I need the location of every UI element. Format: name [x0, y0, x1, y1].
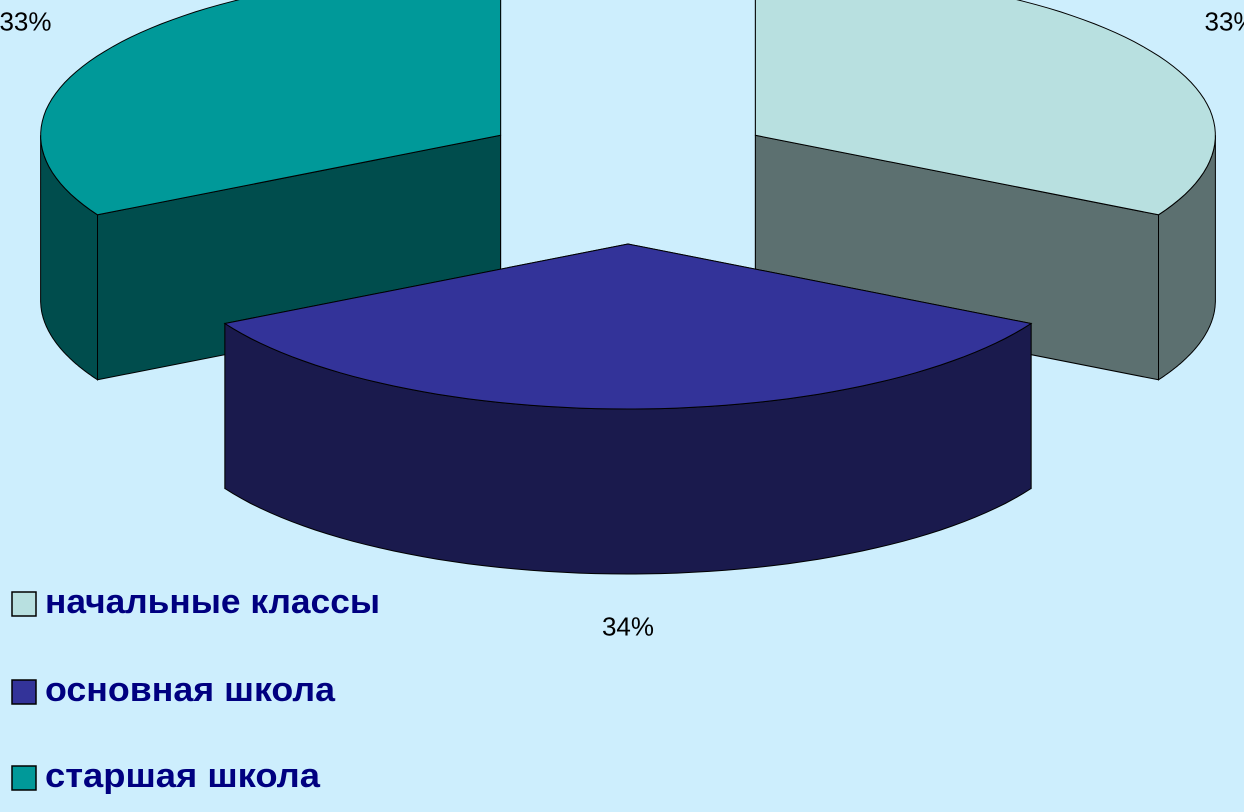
- legend-swatch: [11, 765, 37, 791]
- legend-swatch: [11, 591, 37, 617]
- slice-top: [754, 0, 1216, 216]
- slice-top: [223, 243, 1033, 410]
- legend-swatch: [11, 679, 37, 705]
- data-label: 33%: [0, 6, 52, 36]
- data-label: 33%: [1204, 6, 1244, 36]
- slice-top: [40, 0, 502, 216]
- slice: [40, 0, 502, 381]
- legend-label: начальные классы: [45, 583, 380, 621]
- legend-label: старшая школа: [45, 757, 321, 795]
- data-label: 34%: [602, 611, 654, 641]
- legend-label: основная школа: [45, 671, 336, 709]
- slice: [223, 243, 1033, 575]
